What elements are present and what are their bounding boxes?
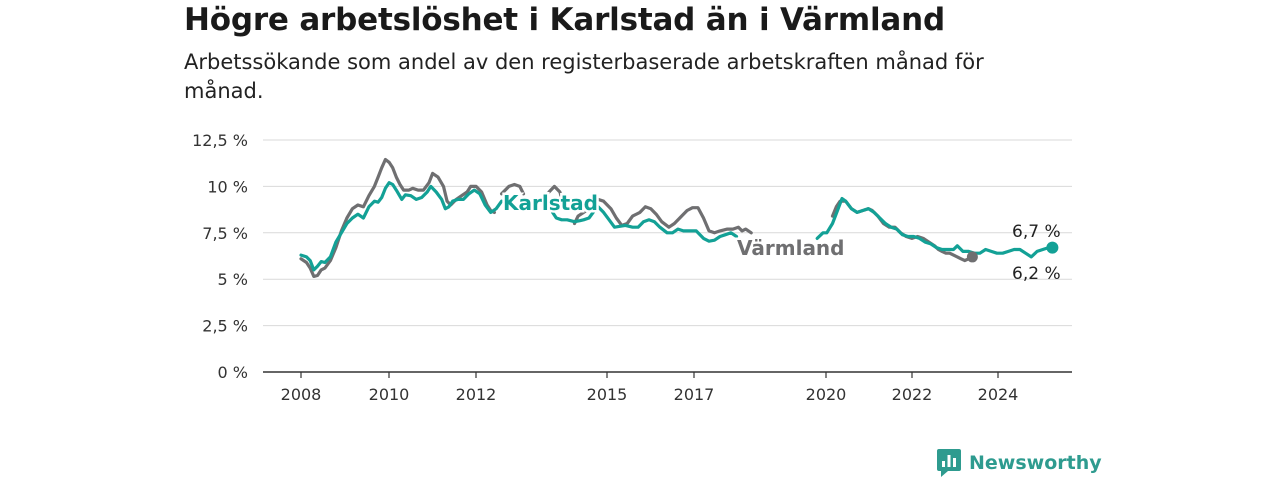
- series-line-värmland: [299, 157, 496, 278]
- series-line-karlstad: [551, 205, 739, 243]
- x-tick-label: 2020: [806, 385, 847, 404]
- end-marker-varmland: [966, 251, 978, 263]
- x-tick-label: 2022: [892, 385, 933, 404]
- newsworthy-logo: Newsworthy: [937, 447, 1102, 479]
- bar-chart-logo-icon: [937, 449, 961, 477]
- logo-text: Newsworthy: [969, 452, 1102, 474]
- chart-subtitle: Arbetssökande som andel av den registerb…: [184, 50, 984, 103]
- end-marker-karlstad: [1046, 241, 1059, 254]
- y-tick-label: 12,5 %: [192, 131, 248, 150]
- series-line-värmland: [572, 197, 753, 235]
- y-tick-label: 0 %: [218, 363, 248, 382]
- x-tick-label: 2015: [587, 385, 628, 404]
- series-line-karlstad-2021-: [815, 196, 1054, 259]
- x-tick-label: 2024: [978, 385, 1019, 404]
- y-tick-label: 2,5 %: [202, 317, 248, 336]
- chart-title: Högre arbetslöshet i Karlstad än i Värml…: [184, 2, 945, 38]
- series-line-karlstad: [299, 181, 504, 272]
- y-tick-label: 7,5 %: [202, 224, 248, 243]
- series-line-värmland: [500, 182, 526, 196]
- x-tick-label: 2010: [369, 385, 410, 404]
- y-tick-label: 10 %: [207, 177, 248, 196]
- x-tick-label: 2008: [281, 385, 322, 404]
- x-tick-label: 2017: [674, 385, 715, 404]
- series-label-varmland: Värmland: [737, 236, 845, 260]
- series-label-karlstad: Karlstad: [503, 191, 598, 215]
- y-tick-label: 5 %: [218, 270, 248, 289]
- end-label-karlstad: 6,7 %: [1012, 222, 1061, 242]
- x-tick-label: 2012: [456, 385, 497, 404]
- end-label-varmland: 6,2 %: [1012, 264, 1061, 284]
- series-line-värmland: [547, 184, 566, 207]
